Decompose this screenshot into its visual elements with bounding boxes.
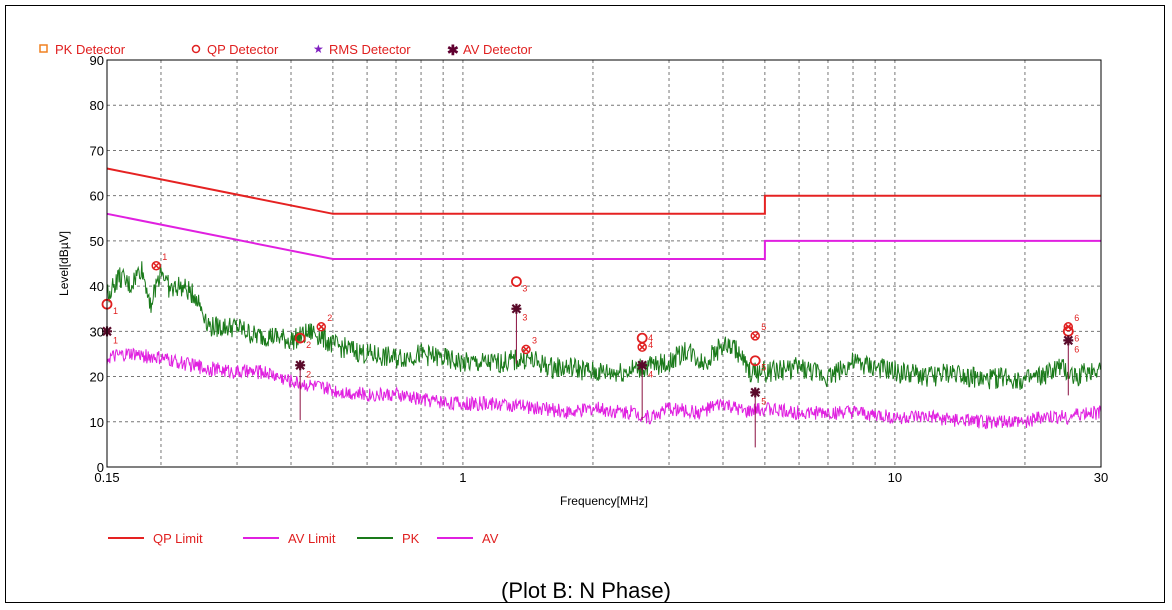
marker-label: 4 xyxy=(648,340,653,350)
detector-legend-label: AV Detector xyxy=(463,42,533,57)
y-tick-label: 20 xyxy=(90,370,104,385)
rms-detector-symbol: ★ xyxy=(313,42,324,56)
pk-marker xyxy=(637,342,647,352)
marker-label: 3 xyxy=(522,284,527,294)
marker-label: 1 xyxy=(113,335,118,345)
marker-label: 6 xyxy=(1074,333,1079,343)
av-marker xyxy=(750,387,761,398)
marker-label: 5 xyxy=(761,396,766,406)
legend-label: AV xyxy=(482,531,499,546)
av-detector-symbol: ✱ xyxy=(447,42,459,58)
chart-frame xyxy=(5,5,1165,603)
qp-marker xyxy=(294,332,306,344)
x-tick-label: 1 xyxy=(459,470,466,485)
y-tick-label: 50 xyxy=(90,234,104,249)
x-tick-label: 30 xyxy=(1094,470,1108,485)
series-line-av xyxy=(106,347,1102,430)
series-line-av-limit xyxy=(106,212,1101,260)
y-tick-label: 40 xyxy=(90,279,104,294)
marker-label: 4 xyxy=(648,369,653,379)
marker-label: 5 xyxy=(761,322,766,332)
marker-label: 2 xyxy=(306,340,311,350)
pk-marker-cross xyxy=(152,262,160,270)
x-tick-label: 0.15 xyxy=(94,470,119,485)
pk-marker xyxy=(316,322,327,332)
marker-label: 2 xyxy=(327,313,332,323)
legend-label: QP Limit xyxy=(153,531,203,546)
series-line-qp-limit xyxy=(106,167,1101,215)
pk-marker-cross xyxy=(522,345,530,353)
y-tick-label: 70 xyxy=(90,143,104,158)
pk-marker-cross xyxy=(317,323,325,331)
legend-label: PK xyxy=(402,531,420,546)
qp-marker xyxy=(749,355,761,367)
y-tick-label: 90 xyxy=(90,53,104,68)
legend-label: AV Limit xyxy=(288,531,336,546)
av-marker xyxy=(637,360,648,371)
detector-legend: PK Detector QP Detector ★ RMS Detector ✱ AV D… xyxy=(39,42,533,58)
detector-legend-label: PK Detector xyxy=(55,42,126,57)
av-marker xyxy=(1063,335,1074,346)
detector-legend-label: QP Detector xyxy=(207,42,279,57)
plot-caption: (Plot B: N Phase) xyxy=(501,578,671,603)
av-marker xyxy=(511,303,522,314)
marker-label: 4 xyxy=(648,333,653,343)
pk-detector-symbol xyxy=(39,44,48,53)
marker-label: 1 xyxy=(113,306,118,316)
pk-marker-cross xyxy=(1064,323,1072,331)
pk-marker xyxy=(1063,322,1074,332)
marker-label: 2 xyxy=(306,369,311,379)
y-axis-label: Level[dBµV] xyxy=(57,231,71,296)
y-tick-label: 0 xyxy=(97,460,104,475)
y-tick-label: 30 xyxy=(90,324,104,339)
marker-label: 5 xyxy=(761,363,766,373)
x-axis-label: Frequency[MHz] xyxy=(560,494,648,508)
pk-marker-cross xyxy=(751,332,759,340)
x-tick-label: 10 xyxy=(888,470,902,485)
series-line-pk xyxy=(106,261,1102,390)
pk-marker-cross xyxy=(638,343,646,351)
marker-label: 3 xyxy=(522,313,527,323)
marker-label: 6 xyxy=(1074,344,1079,354)
qp-detector-symbol xyxy=(191,44,201,54)
pk-marker xyxy=(750,331,760,341)
qp-marker xyxy=(511,276,522,287)
av-marker xyxy=(295,360,306,371)
marker-label: 3 xyxy=(532,335,537,345)
marker-label: 1 xyxy=(162,252,167,262)
y-tick-label: 80 xyxy=(90,98,104,113)
plot-border xyxy=(106,59,1102,468)
pk-marker xyxy=(151,261,161,271)
marker-label: 6 xyxy=(1074,313,1079,323)
detector-legend-label: RMS Detector xyxy=(329,42,411,57)
y-tick-label: 60 xyxy=(90,189,104,204)
series-legend: QP Limit AV Limit PK AV xyxy=(108,531,499,546)
series-group xyxy=(106,167,1102,430)
tick-labels: 0 10 20 30 40 50 60 70 80 90 0.15 1 10 30 xyxy=(90,53,1109,485)
pk-marker xyxy=(521,344,531,355)
plot-area xyxy=(107,60,1101,467)
y-tick-label: 10 xyxy=(90,415,104,430)
